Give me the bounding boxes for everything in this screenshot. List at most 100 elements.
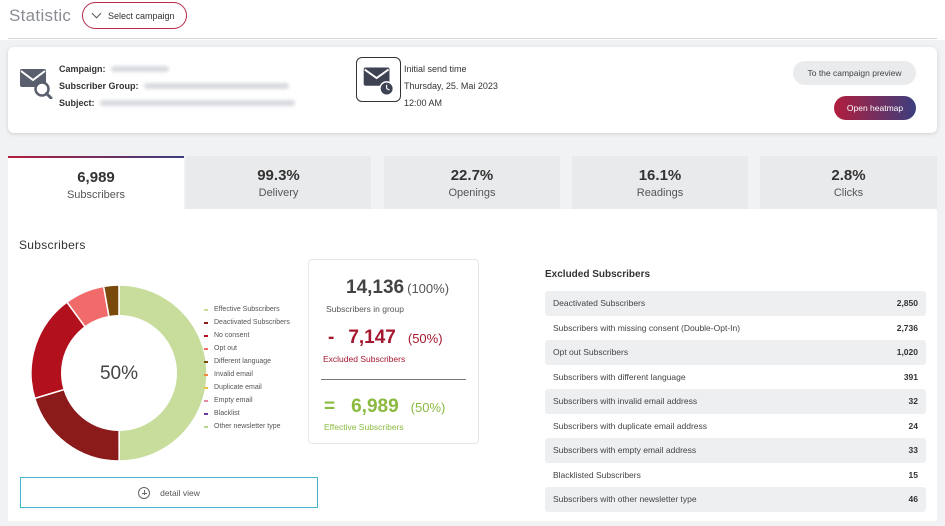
legend-label: Other newsletter type (214, 423, 281, 430)
detail-view-button[interactable]: detail view (20, 477, 318, 508)
table-row: Subscribers with other newsletter type 46 (545, 487, 926, 512)
tab-value: 22.7% (450, 167, 494, 184)
row-value: 391 (903, 371, 918, 382)
legend-swatch (204, 425, 208, 428)
legend-item: Different language (204, 355, 290, 368)
legend-swatch (204, 308, 208, 311)
select-campaign-label: Select campaign (108, 10, 175, 21)
legend-label: No consent (214, 332, 250, 339)
row-value: 1,020 (896, 347, 918, 358)
effective-value: 6,989 (351, 396, 399, 417)
legend-label: Invalid email (214, 371, 253, 378)
tab-label: Clicks (833, 187, 864, 199)
table-row: Opt out Subscribers 1,020 (545, 340, 926, 365)
excluded-table: Deactivated Subscribers 2,850 Subscribers … (545, 291, 926, 512)
send-time-title: Initial send time (404, 64, 467, 74)
total-label: Subscribers in group (326, 304, 404, 314)
tab-value: 99.3% (257, 167, 300, 184)
tab-delivery[interactable]: 99.3% Delivery (186, 156, 371, 209)
tab-readings[interactable]: 16.1% Readings (572, 156, 748, 209)
subscribers-donut-chart: 50% (30, 284, 208, 462)
row-value: 24 (908, 420, 918, 431)
table-row: Subscribers with invalid email address 32 (545, 389, 926, 414)
legend-swatch (204, 321, 208, 324)
subscriber-group-label: Subscriber Group: (59, 81, 139, 91)
row-label: Subscribers with invalid email address (553, 396, 698, 407)
tab-openings[interactable]: 22.7% Openings (384, 156, 560, 209)
legend-item: Other newsletter type (204, 420, 290, 433)
subscriber-group-redacted (143, 83, 289, 89)
row-label: Subscribers with missing consent (Double… (553, 322, 741, 333)
row-value: 15 (908, 469, 918, 480)
row-label: Subscribers with other newsletter type (553, 494, 697, 505)
send-time-info: Initial send time Thursday, 25. Mai 2023… (404, 61, 498, 112)
campaign-info-card: Campaign: Subscriber Group: Subject: Ini… (8, 47, 937, 133)
send-time: 12:00 AM (404, 98, 443, 108)
chart-legend: Effective Subscribers Deactivated Subscri… (204, 303, 290, 433)
subject-label: Subject: (59, 98, 95, 108)
chevron-down-icon (91, 8, 102, 19)
legend-label: Blacklist (214, 410, 240, 417)
excluded-subscribers: - 7,147 (50%) (328, 327, 443, 349)
legend-label: Opt out (214, 345, 237, 352)
tab-value: 6,989 (77, 169, 115, 186)
legend-label: Different language (214, 358, 272, 365)
row-value: 32 (908, 396, 918, 407)
legend-item: Blacklist (204, 407, 290, 420)
table-row: Subscribers with empty email address 33 (545, 438, 926, 463)
tab-subscribers[interactable]: 6,989 Subscribers (8, 156, 184, 209)
subject-redacted (99, 100, 295, 106)
equals-sign: = (324, 396, 336, 417)
row-value: 46 (908, 494, 918, 505)
page-title: Statistic (9, 6, 72, 25)
send-date: Thursday, 25. Mai 2023 (404, 81, 498, 91)
total-percent: (100%) (407, 281, 450, 296)
mail-clock-icon (356, 57, 401, 102)
row-label: Blacklisted Subscribers (553, 469, 641, 480)
legend-label: Empty email (214, 397, 253, 404)
legend-item: Deactivated Subscribers (204, 316, 290, 329)
header-divider (8, 38, 937, 39)
legend-label: Deactivated Subscribers (214, 319, 290, 326)
effective-label: Effective Subscribers (324, 422, 404, 432)
excluded-title: Excluded Subscribers (545, 269, 651, 280)
row-label: Subscribers with empty email address (553, 445, 697, 456)
table-row: Subscribers with different language 391 (545, 365, 926, 390)
row-label: Deactivated Subscribers (553, 298, 646, 309)
campaign-value-redacted (110, 66, 169, 72)
mail-search-icon (20, 69, 53, 99)
campaign-preview-button[interactable]: To the campaign preview (793, 61, 916, 85)
table-row: Deactivated Subscribers 2,850 (545, 291, 926, 316)
legend-item: No consent (204, 329, 290, 342)
table-row: Blacklisted Subscribers 15 (545, 463, 926, 488)
legend-swatch (204, 399, 208, 402)
tab-label: Delivery (258, 187, 299, 199)
row-value: 2,736 (896, 322, 918, 333)
total-subscribers: 14,136 (100%) (346, 277, 449, 299)
tab-label: Readings (636, 187, 684, 199)
select-campaign-button[interactable]: Select campaign (82, 2, 187, 29)
legend-label: Duplicate email (214, 384, 262, 391)
legend-swatch (204, 412, 208, 415)
row-label: Opt out Subscribers (553, 347, 629, 358)
excluded-percent: (50%) (407, 331, 443, 346)
legend-swatch (204, 373, 208, 376)
open-heatmap-button[interactable]: Open heatmap (834, 96, 916, 120)
top-bar: Statistic Select campaign (0, 0, 945, 40)
tab-clicks[interactable]: 2.8% Clicks (760, 156, 937, 209)
excluded-value: 7,147 (348, 327, 396, 348)
effective-subscribers: = 6,989 (50%) (324, 396, 445, 418)
legend-item: Effective Subscribers (204, 303, 290, 316)
legend-label: Effective Subscribers (214, 306, 280, 313)
donut-center-label: 50% (100, 363, 138, 384)
legend-item: Empty email (204, 394, 290, 407)
table-row: Subscribers with duplicate email address… (545, 414, 926, 439)
row-value: 33 (908, 445, 918, 456)
legend-swatch (204, 386, 208, 389)
campaign-meta: Campaign: Subscriber Group: Subject: (59, 61, 295, 112)
row-label: Subscribers with duplicate email address (553, 420, 708, 431)
tab-value: 2.8% (831, 167, 866, 184)
minus-sign: - (328, 327, 335, 348)
legend-item: Opt out (204, 342, 290, 355)
table-row: Subscribers with missing consent (Double… (545, 316, 926, 341)
